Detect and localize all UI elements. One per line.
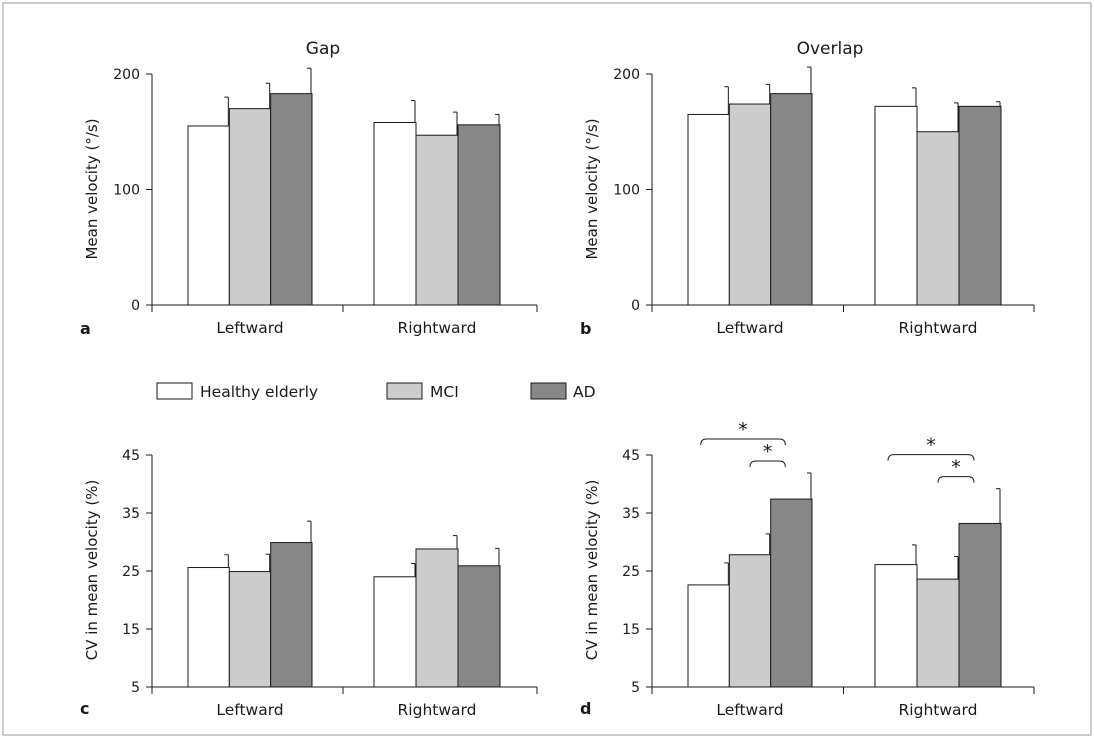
bar-c-0-1 xyxy=(228,571,272,688)
panel-c-ytick-label: 45 xyxy=(122,448,140,464)
significance-bracket-d-2 xyxy=(887,454,975,461)
bar-d-1-1 xyxy=(916,578,960,688)
bar-a-1-1 xyxy=(415,134,459,306)
significance-bracket-d-1 xyxy=(749,460,786,468)
bar-b-0-2 xyxy=(770,93,813,306)
bar-d-0-2 xyxy=(770,498,813,688)
legend-swatch-ad xyxy=(530,382,567,400)
panel-b: Overlap Mean velocity (°/s) b 0 100 200 … xyxy=(580,39,1035,338)
panel-b-title: Overlap xyxy=(797,39,864,59)
legend-item-mci: MCI xyxy=(386,382,459,401)
significance-star-d-3: * xyxy=(951,457,961,479)
panel-d-ytick-label: 25 xyxy=(622,564,640,580)
panel-b-category-label: Leftward xyxy=(716,319,783,337)
panel-a-ytick-label: 200 xyxy=(113,67,140,83)
bar-c-0-0 xyxy=(187,567,230,688)
bar-c-0-2 xyxy=(270,542,313,688)
panel-a-title: Gap xyxy=(306,39,340,59)
legend-swatch-healthy-elderly xyxy=(156,382,193,400)
bar-a-0-0 xyxy=(187,125,230,306)
panel-d-ylabel: CV in mean velocity (%) xyxy=(583,480,601,661)
panel-a: Gap Mean velocity (°/s) a 0 100 200 Left… xyxy=(80,39,538,338)
panel-d: CV in mean velocity (%) d 5 15 25 35 45 … xyxy=(580,419,1035,719)
legend-item-healthy-elderly: Healthy elderly xyxy=(156,382,318,401)
panel-d-category-label: Rightward xyxy=(899,701,978,719)
panel-d-ytick-label: 35 xyxy=(622,506,640,522)
bar-d-0-1 xyxy=(728,554,772,688)
panel-c-ytick-label: 15 xyxy=(122,622,140,638)
significance-bracket-d-0 xyxy=(700,438,786,446)
panel-a-ylabel: Mean velocity (°/s) xyxy=(83,118,101,259)
bar-d-1-2 xyxy=(958,522,1002,688)
significance-star-d-1: * xyxy=(763,441,773,463)
panel-a-ytick-label: 100 xyxy=(113,183,140,199)
bar-c-1-1 xyxy=(415,548,459,688)
panel-b-letter: b xyxy=(580,319,591,338)
legend-item-ad: AD xyxy=(530,382,596,401)
bar-b-1-0 xyxy=(874,105,918,306)
panel-b-ytick-label: 200 xyxy=(613,67,640,83)
panel-b-category-label: Rightward xyxy=(899,319,978,337)
panel-c-letter: c xyxy=(80,699,89,718)
panel-a-letter: a xyxy=(80,319,91,338)
significance-star-d-2: * xyxy=(926,435,936,457)
bar-c-1-2 xyxy=(457,565,501,688)
panel-b-ytick-label: 0 xyxy=(631,298,640,314)
legend: Healthy elderly MCI AD xyxy=(156,382,596,401)
panel-d-ytick-label: 45 xyxy=(622,448,640,464)
panel-c-ytick-label: 35 xyxy=(122,506,140,522)
legend-label-mci: MCI xyxy=(430,383,459,401)
panel-d-ytick-label: 15 xyxy=(622,622,640,638)
panel-c-ytick-label: 5 xyxy=(131,680,140,696)
panel-c-category-label: Rightward xyxy=(398,701,477,719)
panel-d-ytick-label: 5 xyxy=(631,680,640,696)
legend-swatch-mci xyxy=(386,382,423,400)
legend-label-healthy-elderly: Healthy elderly xyxy=(200,383,318,401)
bar-a-0-1 xyxy=(228,108,272,306)
bar-b-0-1 xyxy=(728,103,772,306)
bar-a-0-2 xyxy=(270,93,313,306)
bar-d-1-0 xyxy=(874,564,918,688)
panel-a-ytick-label: 0 xyxy=(131,298,140,314)
panel-c-category-label: Leftward xyxy=(216,701,283,719)
bar-b-0-0 xyxy=(687,113,730,306)
significance-star-d-0: * xyxy=(738,419,748,441)
bar-b-1-2 xyxy=(958,105,1002,306)
bar-c-1-0 xyxy=(373,576,417,688)
panel-b-ylabel: Mean velocity (°/s) xyxy=(583,118,601,259)
panel-d-letter: d xyxy=(580,699,591,718)
panel-c: CV in mean velocity (%) c 5 15 25 35 45 … xyxy=(80,448,538,719)
panel-a-category-label: Leftward xyxy=(216,319,283,337)
bar-d-0-0 xyxy=(687,584,730,688)
significance-bracket-d-3 xyxy=(937,476,975,483)
panel-d-category-label: Leftward xyxy=(716,701,783,719)
panel-b-ytick-label: 100 xyxy=(613,183,640,199)
panel-c-ylabel: CV in mean velocity (%) xyxy=(83,480,101,661)
legend-label-ad: AD xyxy=(573,383,596,401)
bar-a-1-0 xyxy=(373,122,417,306)
panel-a-category-label: Rightward xyxy=(398,319,477,337)
bar-a-1-2 xyxy=(457,124,501,306)
panel-c-ytick-label: 25 xyxy=(122,564,140,580)
bar-b-1-1 xyxy=(916,131,960,306)
